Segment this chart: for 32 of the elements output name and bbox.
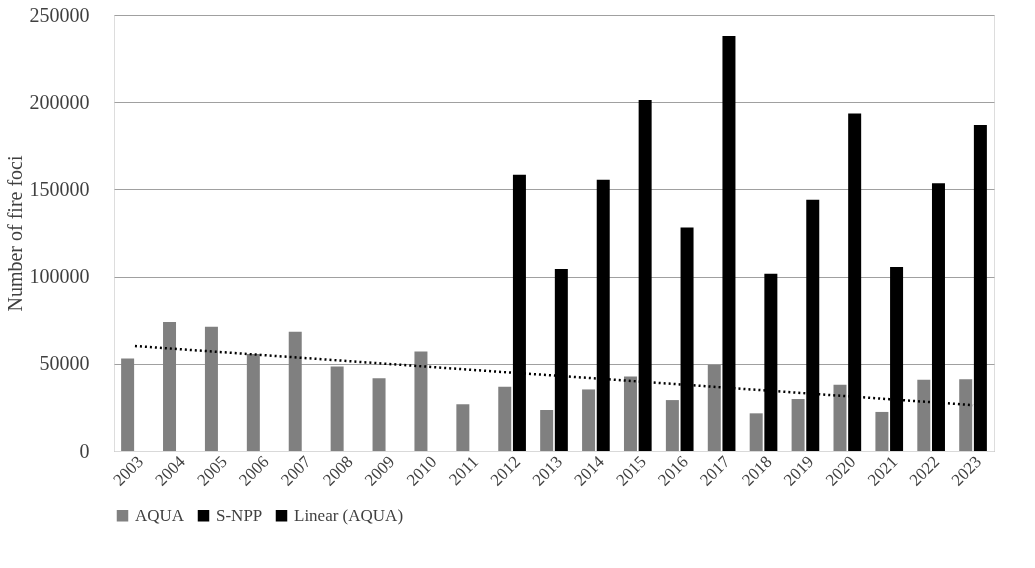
bar <box>414 351 428 451</box>
y-tick-label: 50000 <box>39 352 90 375</box>
bar <box>498 386 512 451</box>
bar <box>330 366 344 451</box>
bar <box>246 354 260 451</box>
bar <box>288 331 302 451</box>
y-tick-label: 250000 <box>29 3 90 26</box>
bar <box>163 321 177 451</box>
legend-label: Linear (AQUA) <box>294 505 404 525</box>
bar <box>121 358 135 451</box>
y-tick-label: 150000 <box>29 177 90 200</box>
bar <box>665 400 679 451</box>
bar <box>875 411 889 451</box>
bar <box>833 384 847 451</box>
y-tick-label: 200000 <box>29 90 90 113</box>
bar <box>973 125 987 451</box>
bar <box>707 364 721 451</box>
y-axis-title: Number of fire foci <box>3 155 26 312</box>
y-tick-label: 100000 <box>29 265 90 288</box>
bar <box>582 389 596 451</box>
bar <box>623 376 637 451</box>
legend-label: S-NPP <box>216 505 263 525</box>
bar <box>204 326 218 451</box>
bar <box>749 413 763 451</box>
bar <box>791 399 805 451</box>
y-tick-label: 0 <box>79 439 90 462</box>
bar <box>372 378 386 451</box>
bar <box>540 410 554 451</box>
legend-label: AQUA <box>135 505 185 525</box>
bar <box>917 379 931 451</box>
bar <box>959 379 973 451</box>
bar <box>456 404 470 451</box>
